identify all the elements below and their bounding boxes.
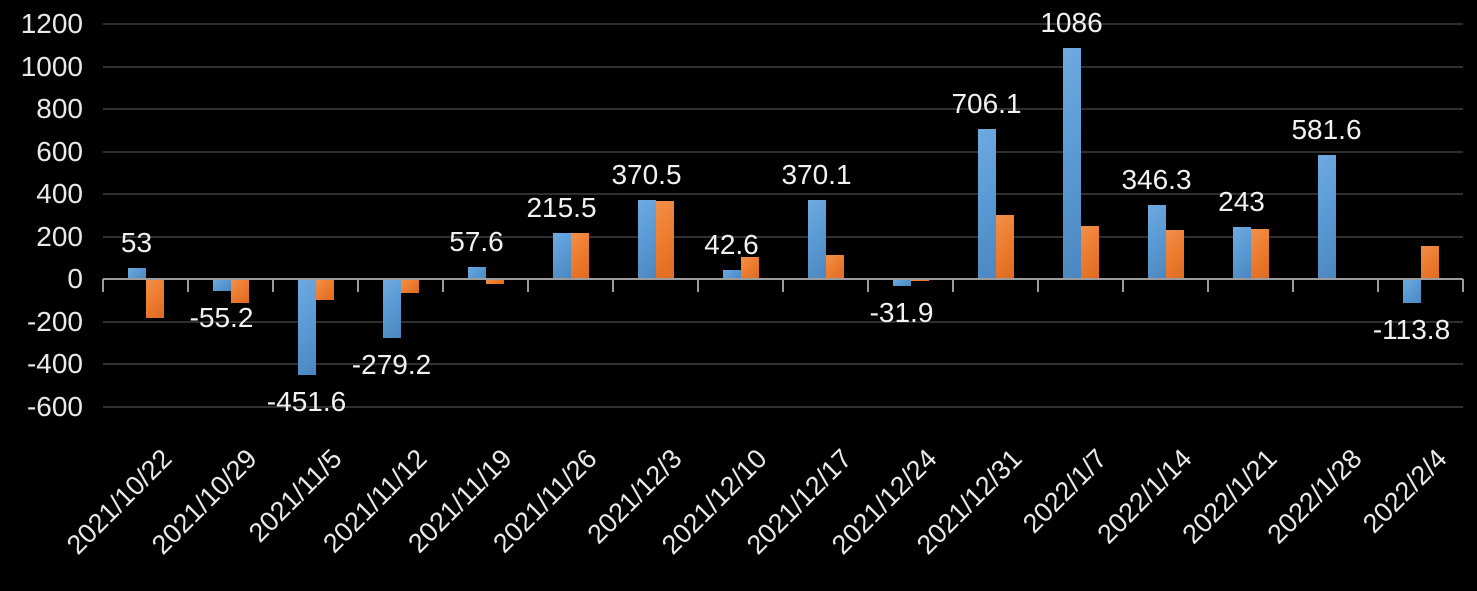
- bar-series-blue[interactable]: [212, 279, 231, 291]
- data-label: 215.5: [526, 192, 597, 224]
- data-label: 370.5: [611, 159, 682, 191]
- x-axis-tick-mark: [782, 279, 784, 292]
- gridline: [103, 235, 1463, 238]
- data-label: 42.6: [704, 228, 759, 260]
- bar-series-orange[interactable]: [995, 215, 1014, 279]
- bar-series-orange[interactable]: [315, 279, 334, 301]
- x-axis-tick-mark: [1207, 279, 1209, 292]
- bar-series-blue[interactable]: [467, 266, 486, 279]
- gridline: [103, 405, 1463, 408]
- bar-series-blue[interactable]: [382, 279, 401, 339]
- data-label: 706.1: [951, 87, 1022, 119]
- bar-series-orange[interactable]: [910, 279, 929, 282]
- bar-series-orange[interactable]: [740, 257, 759, 279]
- x-axis-tick-mark: [1377, 279, 1379, 292]
- data-label: 57.6: [449, 225, 504, 257]
- y-axis-label: 200: [36, 220, 83, 252]
- y-axis-label: 600: [36, 135, 83, 167]
- bar-series-orange[interactable]: [1080, 225, 1099, 279]
- x-axis-tick-mark: [697, 279, 699, 292]
- bar-series-orange[interactable]: [1250, 228, 1269, 279]
- bar-series-blue[interactable]: [637, 200, 656, 279]
- y-axis-label: 1000: [20, 50, 83, 82]
- data-label: -55.2: [189, 301, 254, 333]
- x-axis-tick-mark: [867, 279, 869, 292]
- bar-series-orange[interactable]: [1420, 245, 1439, 279]
- gridline: [103, 108, 1463, 110]
- x-axis-tick-mark: [1122, 279, 1124, 292]
- gridline: [103, 193, 1463, 195]
- bar-series-blue[interactable]: [807, 200, 826, 279]
- gridline: [103, 150, 1463, 153]
- bar-series-blue[interactable]: [722, 269, 741, 279]
- y-axis-label: -200: [26, 305, 83, 337]
- x-axis-label: 2022/2/4: [1357, 443, 1454, 539]
- bar-series-orange[interactable]: [400, 279, 419, 294]
- data-label: 243: [1218, 186, 1265, 218]
- data-label: -279.2: [351, 349, 432, 381]
- x-axis-tick-mark: [357, 279, 359, 292]
- bar-series-orange[interactable]: [570, 233, 589, 279]
- gridline: [103, 23, 1463, 25]
- x-axis-tick-mark: [527, 279, 529, 292]
- bar-series-blue[interactable]: [1147, 205, 1166, 279]
- data-label: 581.6: [1291, 114, 1362, 146]
- bar-series-blue[interactable]: [127, 267, 146, 279]
- y-axis-label: 1200: [20, 8, 83, 39]
- data-label: -113.8: [1372, 314, 1451, 346]
- data-label: -31.9: [869, 296, 934, 328]
- y-axis-label: -400: [26, 348, 83, 379]
- y-axis-label: 400: [36, 178, 83, 209]
- x-axis-tick-mark: [272, 279, 274, 292]
- bar-series-blue[interactable]: [297, 279, 316, 375]
- bar-series-blue[interactable]: [1402, 279, 1421, 304]
- data-label: 1086: [1040, 7, 1103, 39]
- x-axis-tick-mark: [952, 279, 954, 292]
- x-axis-tick-mark: [1462, 279, 1464, 292]
- y-axis-label: 0: [67, 263, 83, 294]
- gridline: [103, 363, 1463, 365]
- x-axis-tick-mark: [1037, 279, 1039, 292]
- bar-series-orange[interactable]: [145, 279, 164, 319]
- x-axis-tick-mark: [187, 279, 189, 292]
- x-axis-tick-mark: [612, 279, 614, 292]
- bar-series-blue[interactable]: [1317, 155, 1336, 279]
- y-axis-label: -600: [26, 390, 83, 422]
- bar-series-orange[interactable]: [655, 200, 674, 279]
- gridline: [103, 65, 1463, 68]
- data-label: 53: [120, 226, 153, 258]
- bar-series-blue[interactable]: [977, 128, 996, 279]
- bar-series-orange[interactable]: [825, 255, 844, 279]
- x-axis-tick-mark: [102, 279, 104, 292]
- bar-series-orange[interactable]: [230, 279, 249, 303]
- y-axis-label: 800: [36, 93, 83, 124]
- bar-series-blue[interactable]: [552, 233, 571, 279]
- bar-series-orange[interactable]: [485, 279, 504, 284]
- x-axis-tick-mark: [442, 279, 444, 292]
- data-label: 370.1: [781, 159, 852, 191]
- x-axis-tick-mark: [1292, 279, 1294, 292]
- bar-series-orange[interactable]: [1165, 230, 1184, 279]
- gridline: [103, 320, 1463, 323]
- bar-series-blue[interactable]: [1232, 227, 1251, 279]
- data-label: -451.6: [266, 385, 347, 417]
- data-label: 346.3: [1121, 164, 1192, 196]
- bar-series-blue[interactable]: [892, 279, 911, 286]
- bar-series-blue[interactable]: [1062, 48, 1081, 279]
